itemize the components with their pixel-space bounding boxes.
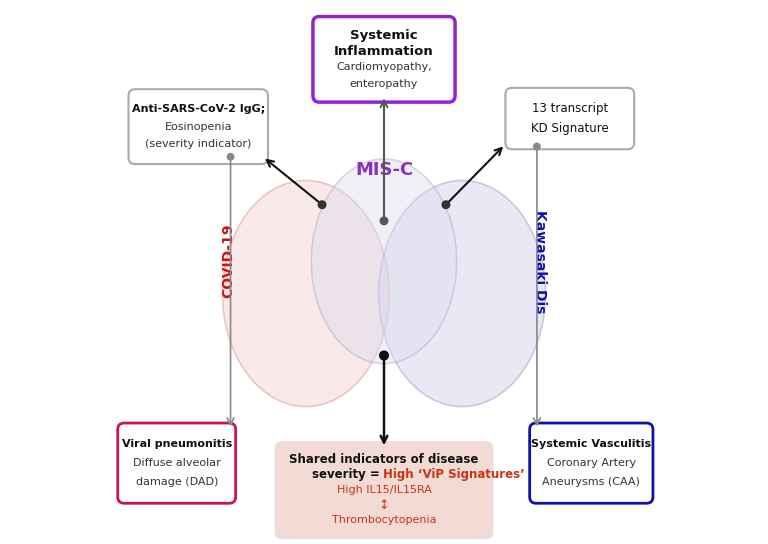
FancyBboxPatch shape [128, 89, 268, 164]
Text: Aneurysms (CAA): Aneurysms (CAA) [542, 478, 641, 487]
Text: 13 transcript: 13 transcript [531, 102, 608, 115]
Circle shape [227, 153, 233, 160]
Text: ↕: ↕ [379, 499, 389, 512]
FancyBboxPatch shape [118, 423, 236, 503]
Text: Thrombocytopenia: Thrombocytopenia [332, 515, 436, 526]
Circle shape [379, 351, 389, 360]
Text: High IL15/IL15RA: High IL15/IL15RA [336, 485, 432, 495]
Text: High ‘ViP Signatures’: High ‘ViP Signatures’ [383, 468, 525, 481]
Text: (severity indicator): (severity indicator) [145, 139, 251, 149]
FancyBboxPatch shape [313, 16, 455, 102]
Text: Kawasaki Dis: Kawasaki Dis [533, 209, 547, 313]
Text: Viral pneumonitis: Viral pneumonitis [121, 439, 232, 449]
Ellipse shape [379, 181, 545, 406]
Text: Eosinopenia: Eosinopenia [164, 122, 232, 132]
Text: Systemic: Systemic [350, 29, 418, 41]
FancyBboxPatch shape [505, 88, 634, 149]
Ellipse shape [311, 159, 457, 363]
Circle shape [380, 217, 388, 225]
Text: severity =: severity = [312, 468, 383, 481]
Text: Systemic Vasculitis: Systemic Vasculitis [531, 439, 651, 449]
Circle shape [442, 201, 450, 208]
Text: Diffuse alveolar: Diffuse alveolar [133, 458, 220, 468]
Text: enteropathy: enteropathy [349, 78, 419, 89]
Ellipse shape [223, 181, 389, 406]
FancyBboxPatch shape [275, 442, 493, 538]
Text: MIS-C: MIS-C [355, 160, 413, 178]
FancyBboxPatch shape [530, 423, 653, 503]
Text: damage (DAD): damage (DAD) [135, 478, 218, 487]
Circle shape [318, 201, 326, 208]
Text: Coronary Artery: Coronary Artery [547, 458, 636, 468]
Text: Shared indicators of disease: Shared indicators of disease [290, 453, 478, 466]
Text: Inflammation: Inflammation [334, 45, 434, 58]
Text: KD Signature: KD Signature [531, 122, 608, 135]
Text: Cardiomyopathy,: Cardiomyopathy, [336, 63, 432, 72]
Text: Anti-SARS-CoV-2 IgG;: Anti-SARS-CoV-2 IgG; [131, 104, 265, 114]
Circle shape [534, 143, 540, 150]
Text: severity = High ‘ViP Signatures’: severity = High ‘ViP Signatures’ [277, 468, 491, 481]
Text: COVID-19: COVID-19 [221, 224, 235, 299]
